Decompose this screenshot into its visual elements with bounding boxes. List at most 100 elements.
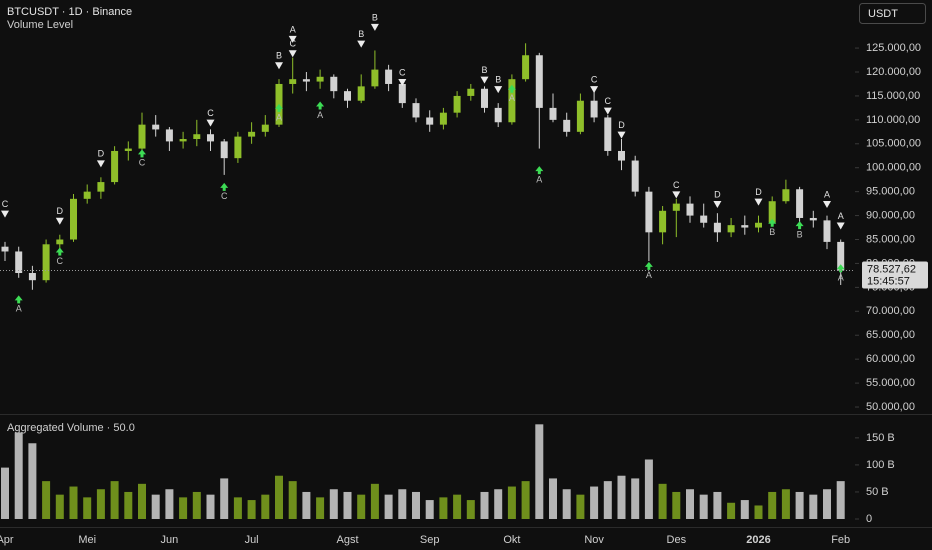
candle-body (439, 112, 447, 125)
volume-bar (179, 497, 188, 519)
currency-button[interactable] (859, 3, 926, 24)
symbol-title: BTCUSDT · 1D · Binance (7, 6, 132, 18)
candle-body (289, 79, 297, 84)
candle-body (741, 225, 749, 228)
volume-bar (466, 500, 475, 519)
volume-bar (754, 505, 763, 519)
candle-body (261, 124, 269, 132)
x-tick-label: Jul (245, 534, 259, 546)
candle-body (56, 239, 64, 245)
volume-bar (590, 486, 599, 519)
y-tick-label: 100 B (866, 459, 895, 471)
y-tick-label: 50 B (866, 486, 889, 498)
candle-body (316, 76, 324, 82)
signal-marker (316, 101, 325, 110)
y-tick-label: 50.000,00 (866, 401, 915, 413)
candle-body (631, 160, 639, 192)
volume-bar (151, 494, 160, 519)
y-tick-label: 120.000,00 (866, 66, 921, 78)
signal-marker (768, 218, 777, 227)
signal-marker (138, 149, 146, 158)
candle-body (248, 131, 256, 137)
volume-bar (343, 491, 352, 519)
candle-body (768, 201, 776, 223)
signal-marker (836, 264, 845, 273)
candle-body (618, 150, 625, 161)
candle-body (453, 95, 461, 113)
signal-marker (507, 84, 516, 93)
signal-label: C (2, 199, 9, 209)
signal-label: A (838, 211, 844, 221)
countdown-label: 15:45:57 (867, 275, 910, 287)
y-tick-label: 60.000,00 (866, 353, 915, 365)
volume-bar (357, 494, 366, 519)
y-tick-label: 125.000,00 (866, 42, 921, 54)
candle-body (823, 220, 831, 242)
candle-body (713, 222, 721, 233)
signal-label: B (372, 12, 378, 22)
signal-marker (754, 198, 763, 206)
candle-body (412, 103, 420, 118)
y-tick-label: 95.000,00 (866, 186, 915, 198)
volume-bar (631, 478, 640, 519)
signal-label: A (646, 270, 652, 280)
candle-body (549, 107, 557, 120)
signal-marker (398, 78, 407, 86)
signal-label: A (290, 24, 296, 34)
signal-marker (220, 182, 229, 191)
volume-bar (507, 486, 516, 519)
candle-body (494, 107, 502, 123)
signal-marker (795, 221, 804, 230)
signal-label: A (824, 189, 830, 199)
volume-bar (247, 500, 256, 519)
volume-bar (398, 489, 407, 519)
volume-bar (14, 432, 23, 519)
volume-bar (261, 494, 270, 519)
candle-body (590, 100, 598, 118)
signal-label: D (618, 120, 625, 130)
volume-bar (370, 483, 379, 519)
candle-body (837, 241, 845, 271)
signal-marker (275, 62, 283, 70)
last-price-label: 78.527,62 (867, 263, 916, 275)
signal-label: C (605, 96, 612, 106)
candle-body (563, 119, 571, 132)
candle-body (467, 88, 475, 96)
signal-marker (603, 107, 612, 115)
volume-bar (535, 424, 544, 519)
signal-label: C (289, 39, 296, 49)
volume-bar (96, 489, 105, 519)
volume-bar (329, 489, 338, 519)
volume-bar (439, 497, 448, 519)
volume-bar (206, 494, 215, 519)
signal-label: A (317, 110, 323, 120)
signal-marker (14, 295, 23, 304)
candle-body (727, 225, 735, 233)
signal-marker (55, 217, 64, 225)
volume-bar (83, 497, 92, 519)
volume-bar (644, 459, 653, 519)
x-tick-label: Nov (584, 534, 604, 546)
candle-body (302, 79, 310, 82)
volume-bar (576, 494, 585, 519)
candle-body (371, 69, 379, 87)
volume-bar (562, 489, 571, 519)
signal-label: A (16, 304, 22, 314)
signal-marker (644, 261, 653, 270)
x-tick-label: Agst (336, 534, 358, 546)
currency-button-label[interactable]: USDT (868, 8, 898, 20)
volume-bar (316, 497, 325, 519)
candle-body (111, 150, 119, 183)
volume-bar (302, 491, 311, 519)
volume-bar (124, 491, 133, 519)
candle-body (193, 134, 201, 140)
x-tick-label: Apr (0, 534, 14, 546)
candle-body (124, 148, 132, 151)
candle-body (179, 139, 187, 142)
candle-body (330, 76, 338, 92)
signal-marker (617, 131, 626, 139)
signal-label: C (673, 180, 680, 190)
signal-marker (480, 76, 489, 84)
candle-body (152, 124, 160, 130)
